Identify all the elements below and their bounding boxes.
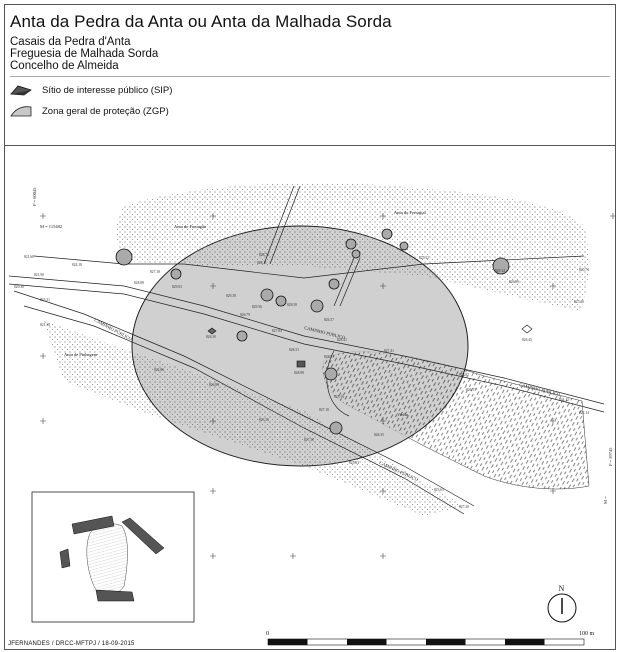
svg-text:822.14: 822.14 — [579, 411, 589, 415]
map-title: Anta da Pedra da Anta ou Anta da Malhada… — [10, 12, 392, 31]
map-header: Anta da Pedra da Anta ou Anta da Malhada… — [4, 4, 616, 146]
svg-text:825.16: 825.16 — [334, 395, 344, 399]
zgp-area-icon — [10, 106, 32, 117]
label-coord-m: M = 115482 — [40, 224, 62, 229]
svg-text:821.12: 821.12 — [559, 398, 569, 402]
svg-text:829.03: 829.03 — [172, 285, 182, 289]
svg-text:828.31: 828.31 — [289, 348, 299, 352]
legend-label-zgp: Zona geral de proteção (ZGP) — [42, 105, 169, 117]
svg-text:828.88: 828.88 — [134, 281, 144, 285]
svg-text:827.20: 827.20 — [459, 505, 469, 509]
label-vinha: Vinha — [397, 412, 408, 417]
legend-item-sip: Sítio de interesse público (SIP) — [10, 84, 172, 96]
rock-markers — [207, 324, 533, 335]
label-caminho-2: CAMINHO PÚBLICO — [94, 317, 134, 341]
svg-text:826.30: 826.30 — [206, 335, 216, 339]
grid-crosses — [40, 213, 616, 559]
header-divider — [10, 76, 610, 77]
svg-text:823.65: 823.65 — [434, 488, 444, 492]
north-arrow-icon: N — [547, 584, 577, 623]
credit-footer: JFERNANDES / DRCC-MFTPJ / 18-09-2015 — [8, 641, 135, 647]
svg-text:826.35: 826.35 — [374, 433, 384, 437]
north-label: N — [559, 584, 565, 593]
subtitle-parish: Freguesia de Malhada Sorda — [10, 48, 159, 60]
svg-text:829.56: 829.56 — [252, 305, 262, 309]
label-anta-pinhagem: Anta de Pinhagem — [64, 352, 98, 357]
svg-text:827.84: 827.84 — [272, 329, 282, 333]
label-coord-m-right: M = — [603, 496, 608, 504]
map-frame — [4, 4, 616, 650]
trees — [115, 228, 510, 435]
inset-detail-map — [31, 491, 195, 623]
label-anta-fumagao: Anta do Fumagão — [174, 224, 207, 229]
legend-label-sip: Sítio de interesse público (SIP) — [42, 84, 173, 96]
svg-text:828.58: 828.58 — [287, 303, 297, 307]
svg-text:825.12: 825.12 — [419, 256, 429, 260]
sip-monument-marker — [296, 360, 306, 368]
scale-start-label: 0 — [266, 631, 269, 637]
svg-text:822.86: 822.86 — [154, 368, 164, 372]
svg-text:826.57: 826.57 — [324, 318, 334, 322]
subtitle-place: Casais da Pedra d'Anta — [10, 36, 131, 48]
svg-text:828.98: 828.98 — [294, 371, 304, 375]
svg-text:827.38: 827.38 — [304, 438, 314, 442]
subtitle-municipality: Concelho de Almeida — [10, 60, 119, 72]
svg-text:828.53: 828.53 — [324, 355, 334, 359]
label-coord-p-right: P = 59745 — [608, 447, 613, 466]
svg-text:823.35: 823.35 — [259, 418, 269, 422]
svg-text:827.18: 827.18 — [150, 270, 160, 274]
svg-text:829.14: 829.14 — [495, 269, 505, 273]
roads — [8, 185, 605, 515]
svg-text:820.73: 820.73 — [579, 268, 589, 272]
svg-text:827.40: 827.40 — [574, 300, 584, 304]
svg-text:821.38: 821.38 — [40, 323, 50, 327]
svg-text:828.11: 828.11 — [257, 261, 267, 265]
svg-text:826.87: 826.87 — [459, 373, 469, 377]
sip-polygon-icon — [10, 85, 32, 96]
svg-text:828.41: 828.41 — [337, 338, 347, 342]
spot-heights: 821.68 824.18 828.88 827.18 829.03 829.3… — [14, 253, 589, 509]
svg-text:826.79: 826.79 — [240, 313, 250, 317]
label-anta-ferragial: Anta do Ferragial — [394, 210, 426, 215]
svg-text:825.31: 825.31 — [40, 298, 50, 302]
svg-text:826.99: 826.99 — [509, 280, 519, 284]
svg-text:826.89: 826.89 — [209, 383, 219, 387]
svg-text:820.30: 820.30 — [14, 285, 24, 289]
svg-text:826.45: 826.45 — [522, 338, 532, 342]
svg-text:829.38: 829.38 — [226, 294, 236, 298]
scale-end-label: 100 m — [579, 631, 595, 637]
svg-text:821.68: 821.68 — [24, 255, 34, 259]
label-coord-p: P = 60045 — [32, 187, 37, 206]
svg-text:825.83: 825.83 — [349, 461, 359, 465]
svg-text:827.10: 827.10 — [319, 408, 329, 412]
svg-text:827.41: 827.41 — [384, 349, 394, 353]
scale-bar: 0 100 m — [266, 631, 595, 646]
svg-text:821.90: 821.90 — [34, 273, 44, 277]
site-plan-map: Anta do Fumagão Anta do Ferragial Anta d… — [8, 182, 616, 646]
svg-text:824.18: 824.18 — [72, 263, 82, 267]
legend-item-zgp: Zona geral de proteção (ZGP) — [10, 105, 169, 117]
svg-text:828.74: 828.74 — [259, 253, 269, 257]
svg-text:826.17: 826.17 — [466, 388, 476, 392]
